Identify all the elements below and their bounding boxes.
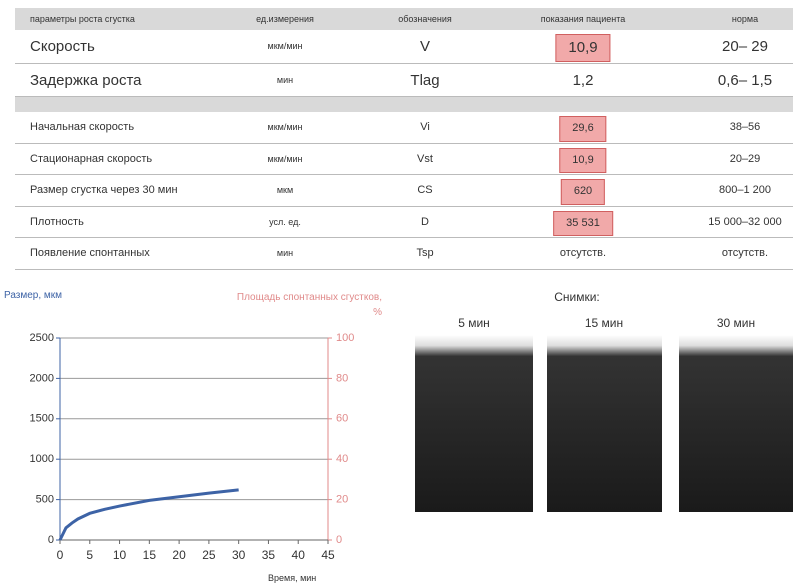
image-label: 5 мин [458,316,490,330]
x-tick-label: 15 [143,548,157,562]
x-tick-label: 10 [113,548,127,562]
x-tick-label: 5 [86,548,93,562]
page: параметры роста сгусткаед.измеренияобозн… [0,0,793,587]
y-tick-label: 0 [48,534,54,546]
y-axis-label: Размер, мкм [4,290,62,301]
x-tick-label: 25 [202,548,216,562]
y2-tick-label: 80 [336,372,348,384]
images-title: Снимки: [554,290,600,304]
image-label: 15 мин [585,316,623,330]
image-label: 30 мин [717,316,755,330]
x-tick-label: 35 [262,548,276,562]
y-tick-label: 1500 [30,413,54,425]
snapshot [415,335,533,512]
y2-tick-label: 20 [336,494,348,506]
snapshot [547,335,662,512]
x-axis-label: Время, мин [268,573,316,583]
x-tick-label: 0 [57,548,64,562]
snapshot [679,335,793,512]
y2-tick-label: 100 [336,332,354,344]
x-tick-label: 45 [321,548,335,562]
y2-tick-label: 60 [336,413,348,425]
y-tick-label: 2000 [30,372,54,384]
y2-tick-label: 0 [336,534,342,546]
chart: Снимки: 5 мин 15 мин 30 мин 050010001500… [0,0,793,587]
y-tick-label: 2500 [30,332,54,344]
y-tick-label: 1000 [30,453,54,465]
y2-axis-label: Площадь спонтанных сгустков, % [232,290,382,320]
x-tick-label: 20 [172,548,186,562]
y2-tick-label: 40 [336,453,348,465]
x-tick-label: 30 [232,548,246,562]
line [60,490,239,540]
x-tick-label: 40 [292,548,306,562]
y-tick-label: 500 [36,494,54,506]
